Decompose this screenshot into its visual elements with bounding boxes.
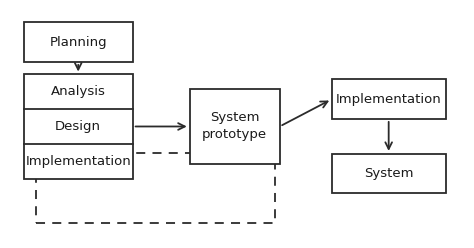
Bar <box>332 79 446 119</box>
Bar <box>24 74 133 179</box>
Bar <box>36 153 275 223</box>
Text: Analysis: Analysis <box>51 85 106 98</box>
Bar <box>190 89 280 164</box>
Bar <box>332 154 446 193</box>
Text: System: System <box>364 167 413 180</box>
Bar <box>24 22 133 62</box>
Text: Planning: Planning <box>49 36 107 49</box>
Text: Design: Design <box>55 120 101 133</box>
Text: System
prototype: System prototype <box>202 112 267 141</box>
Text: Implementation: Implementation <box>336 93 442 106</box>
Text: Implementation: Implementation <box>25 155 131 168</box>
